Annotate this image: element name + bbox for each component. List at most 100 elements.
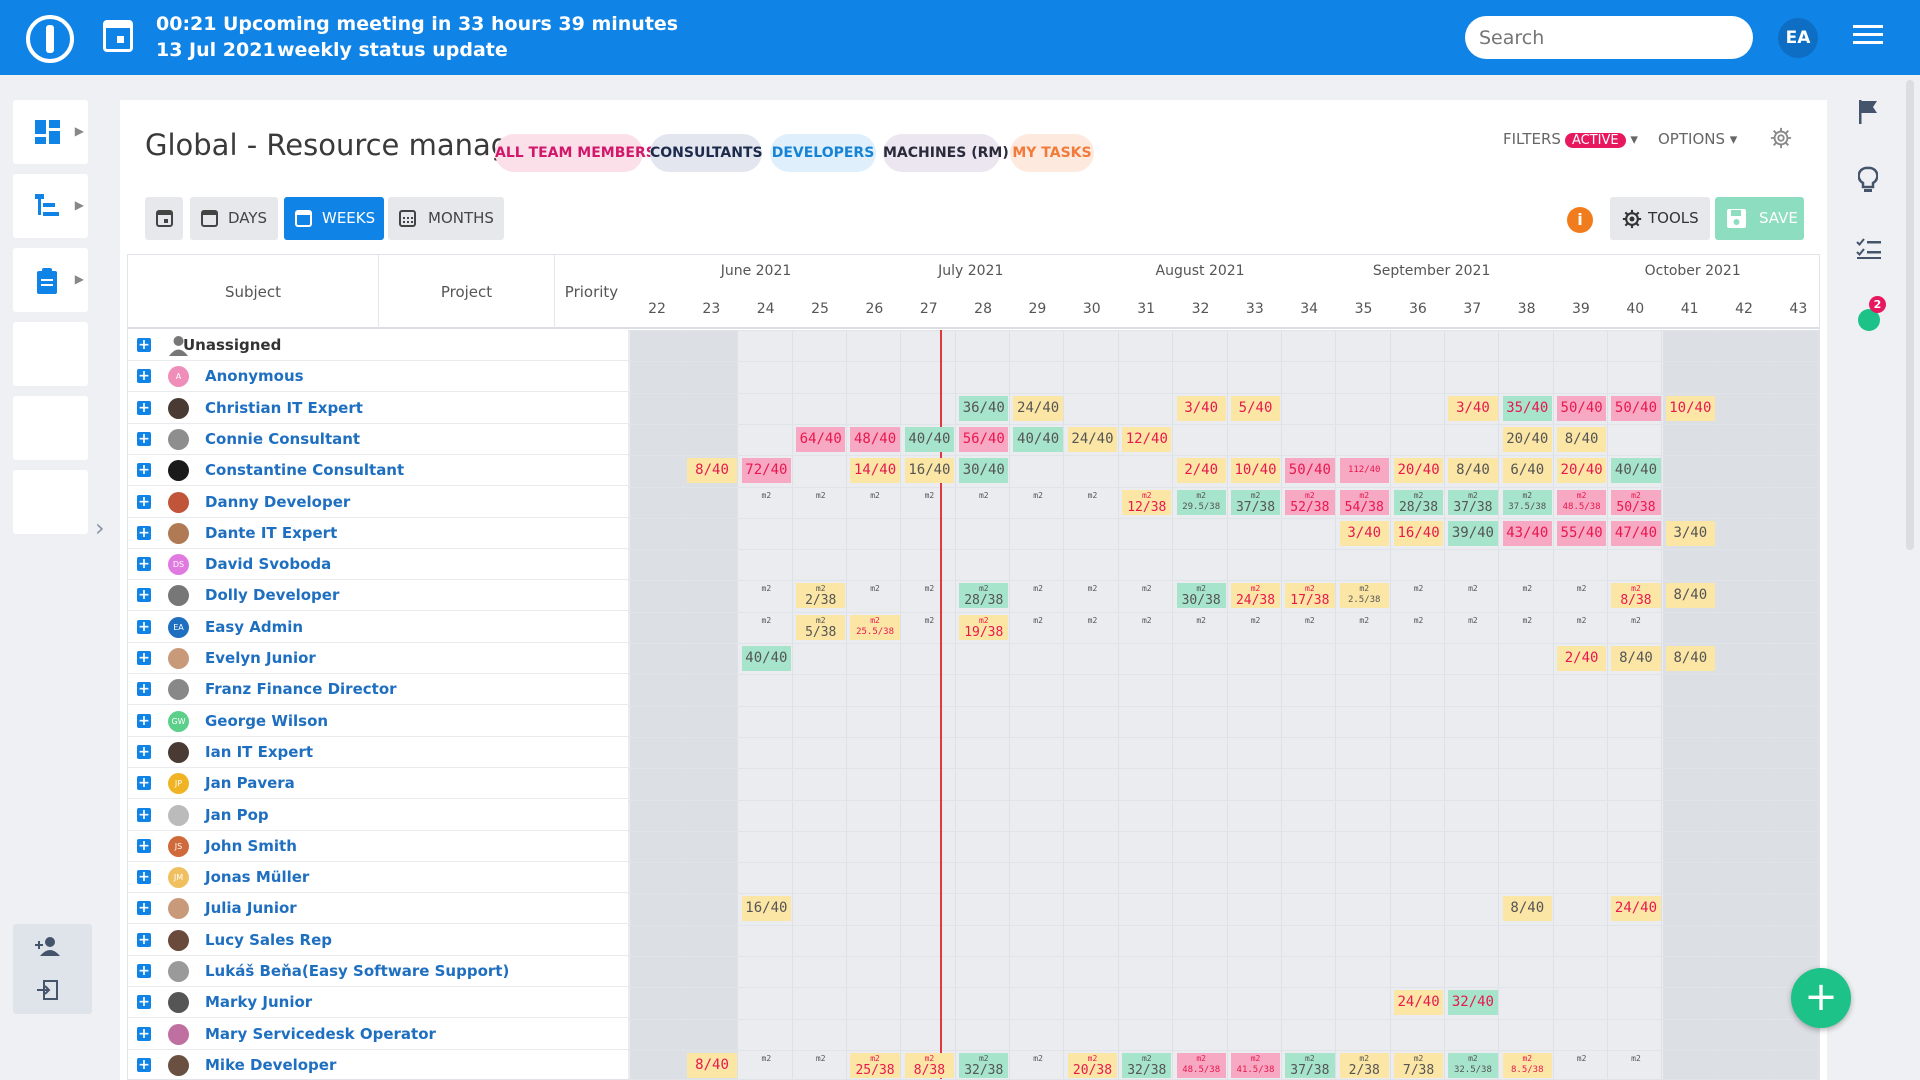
allocation-cell[interactable]: m2	[905, 490, 954, 515]
expand-row-icon[interactable]: +	[137, 775, 151, 791]
allocation-cell[interactable]: 40/40	[904, 427, 955, 452]
week-number[interactable]: 36	[1408, 301, 1427, 317]
allocation-cell[interactable]: 50/40	[1285, 458, 1335, 483]
logo-icon[interactable]	[26, 15, 74, 63]
allocation-cell[interactable]: m2 2.5/38	[1339, 583, 1389, 608]
week-number[interactable]: 42	[1735, 301, 1753, 317]
allocation-cell[interactable]: 48/40	[850, 427, 900, 452]
page-scrollbar[interactable]	[1906, 80, 1914, 550]
expand-row-icon[interactable]: +	[137, 900, 151, 916]
expand-sidebar-icon[interactable]: ›	[95, 514, 105, 542]
allocation-cell[interactable]: m2 37/38	[1230, 490, 1281, 515]
allocation-cell[interactable]: 16/40	[1393, 521, 1444, 546]
week-number[interactable]: 40	[1626, 301, 1645, 317]
expand-row-icon[interactable]: +	[137, 681, 151, 697]
add-fab-button[interactable]: +	[1791, 968, 1851, 1028]
allocation-cell[interactable]: m2 5/38	[796, 615, 846, 640]
allocation-cell[interactable]: m2 20/38	[1067, 1053, 1118, 1078]
allocation-cell[interactable]: 8/40	[1665, 583, 1715, 608]
person-name[interactable]: David Svoboda	[205, 555, 332, 573]
allocation-cell[interactable]: 56/40	[959, 427, 1009, 452]
week-number[interactable]: 31	[1137, 301, 1156, 317]
allocation-cell[interactable]: m2	[796, 490, 845, 515]
checklist-icon[interactable]	[1856, 238, 1882, 260]
allocation-cell[interactable]: m2	[1448, 583, 1497, 608]
person-name[interactable]: Marky Junior	[205, 993, 313, 1011]
allocation-cell[interactable]: 16/40	[904, 458, 955, 483]
allocation-cell[interactable]: 3/40	[1665, 521, 1715, 546]
allocation-cell[interactable]: m2 2/38	[1339, 1053, 1389, 1078]
allocation-cell[interactable]: m2	[1013, 1053, 1062, 1078]
search-input[interactable]	[1465, 16, 1753, 59]
allocation-cell[interactable]: m2	[1013, 583, 1062, 608]
expand-row-icon[interactable]: +	[137, 869, 151, 885]
allocation-cell[interactable]: 8/40	[1556, 427, 1607, 452]
week-number[interactable]: 43	[1789, 301, 1808, 317]
view-pill-2[interactable]: DEVELOPERS	[770, 134, 876, 172]
allocation-cell[interactable]: 8/40	[687, 458, 737, 483]
allocation-cell[interactable]: m2	[1557, 583, 1606, 608]
allocation-cell[interactable]: 3/40	[1339, 521, 1389, 546]
view-pill-3[interactable]: MACHINES (RM)	[883, 134, 1009, 172]
allocation-cell[interactable]: 20/40	[1393, 458, 1444, 483]
allocation-cell[interactable]: m2	[1503, 615, 1552, 640]
allocation-cell[interactable]: 35/40	[1502, 396, 1552, 421]
person-name[interactable]: Christian IT Expert	[205, 399, 363, 417]
allocation-cell[interactable]: 24/40	[1611, 896, 1661, 921]
expand-row-icon[interactable]: +	[137, 932, 151, 948]
allocation-cell[interactable]: m2	[1448, 615, 1497, 640]
timer-icon[interactable]	[1858, 309, 1880, 331]
allocation-cell[interactable]: 43/40	[1502, 521, 1552, 546]
allocation-cell[interactable]: m2 50/38	[1611, 490, 1661, 515]
allocation-cell[interactable]: m2	[1068, 490, 1117, 515]
person-name[interactable]: Dante IT Expert	[205, 524, 338, 542]
week-number[interactable]: 38	[1517, 301, 1536, 317]
allocation-cell[interactable]: m2 28/38	[1393, 490, 1444, 515]
allocation-cell[interactable]: 12/40	[1122, 427, 1172, 452]
person-name[interactable]: Easy Admin	[205, 618, 304, 636]
allocation-cell[interactable]: m2	[1231, 615, 1280, 640]
allocation-cell[interactable]: m2	[1557, 1053, 1606, 1078]
allocation-cell[interactable]: m2 37/38	[1285, 1053, 1335, 1078]
allocation-cell[interactable]: m2	[1122, 583, 1171, 608]
person-name[interactable]: George Wilson	[205, 712, 329, 730]
allocation-cell[interactable]: m2 8/38	[1611, 583, 1661, 608]
week-number[interactable]: 24	[756, 301, 775, 317]
column-priority[interactable]: Priority	[564, 283, 619, 301]
filters-toggle[interactable]: FILTERS ACTIVE ▾	[1503, 130, 1638, 148]
week-number[interactable]: 35	[1354, 301, 1373, 317]
view-pill-4[interactable]: MY TASKS	[1010, 134, 1094, 172]
allocation-cell[interactable]: 24/40	[1393, 990, 1444, 1015]
allocation-cell[interactable]: m2	[1394, 583, 1443, 608]
expand-row-icon[interactable]: +	[137, 744, 151, 760]
allocation-cell[interactable]: 3/40	[1448, 396, 1498, 421]
allocation-cell[interactable]: 2/40	[1176, 458, 1226, 483]
info-icon[interactable]: i	[1567, 207, 1593, 233]
expand-row-icon[interactable]: +	[137, 650, 151, 666]
person-name[interactable]: Constantine Consultant	[205, 461, 405, 479]
person-name[interactable]: Mary Servicedesk Operator	[205, 1025, 436, 1043]
week-number[interactable]: 25	[811, 301, 829, 317]
sidebar-empty-slot[interactable]	[13, 396, 88, 460]
allocation-cell[interactable]: 14/40	[850, 458, 900, 483]
week-number[interactable]: 37	[1463, 301, 1482, 317]
week-number[interactable]: 23	[702, 301, 721, 317]
expand-row-icon[interactable]: +	[137, 1026, 151, 1042]
allocation-cell[interactable]: m2 30/38	[1176, 583, 1226, 608]
expand-row-icon[interactable]: +	[137, 525, 151, 541]
allocation-cell[interactable]: m2	[850, 490, 899, 515]
expand-row-icon[interactable]: +	[137, 400, 151, 416]
allocation-cell[interactable]: 32/40	[1448, 990, 1498, 1015]
person-name[interactable]: Jonas Müller	[205, 868, 310, 886]
flag-icon[interactable]	[1857, 100, 1879, 124]
week-number[interactable]: 33	[1245, 301, 1264, 317]
allocation-cell[interactable]: m2	[905, 615, 954, 640]
person-name[interactable]: Franz Finance Director	[205, 680, 397, 698]
allocation-cell[interactable]: m2 54/38	[1339, 490, 1389, 515]
allocation-cell[interactable]: 112/40	[1339, 458, 1389, 483]
allocation-cell[interactable]: m2 32/38	[1122, 1053, 1172, 1078]
view-pill-0[interactable]: ALL TEAM MEMBERS	[495, 134, 656, 172]
allocation-cell[interactable]: 72/40	[741, 458, 792, 483]
allocation-cell[interactable]: m2	[1611, 615, 1660, 640]
sidebar-clipboard-button[interactable]: ▶	[13, 248, 88, 312]
